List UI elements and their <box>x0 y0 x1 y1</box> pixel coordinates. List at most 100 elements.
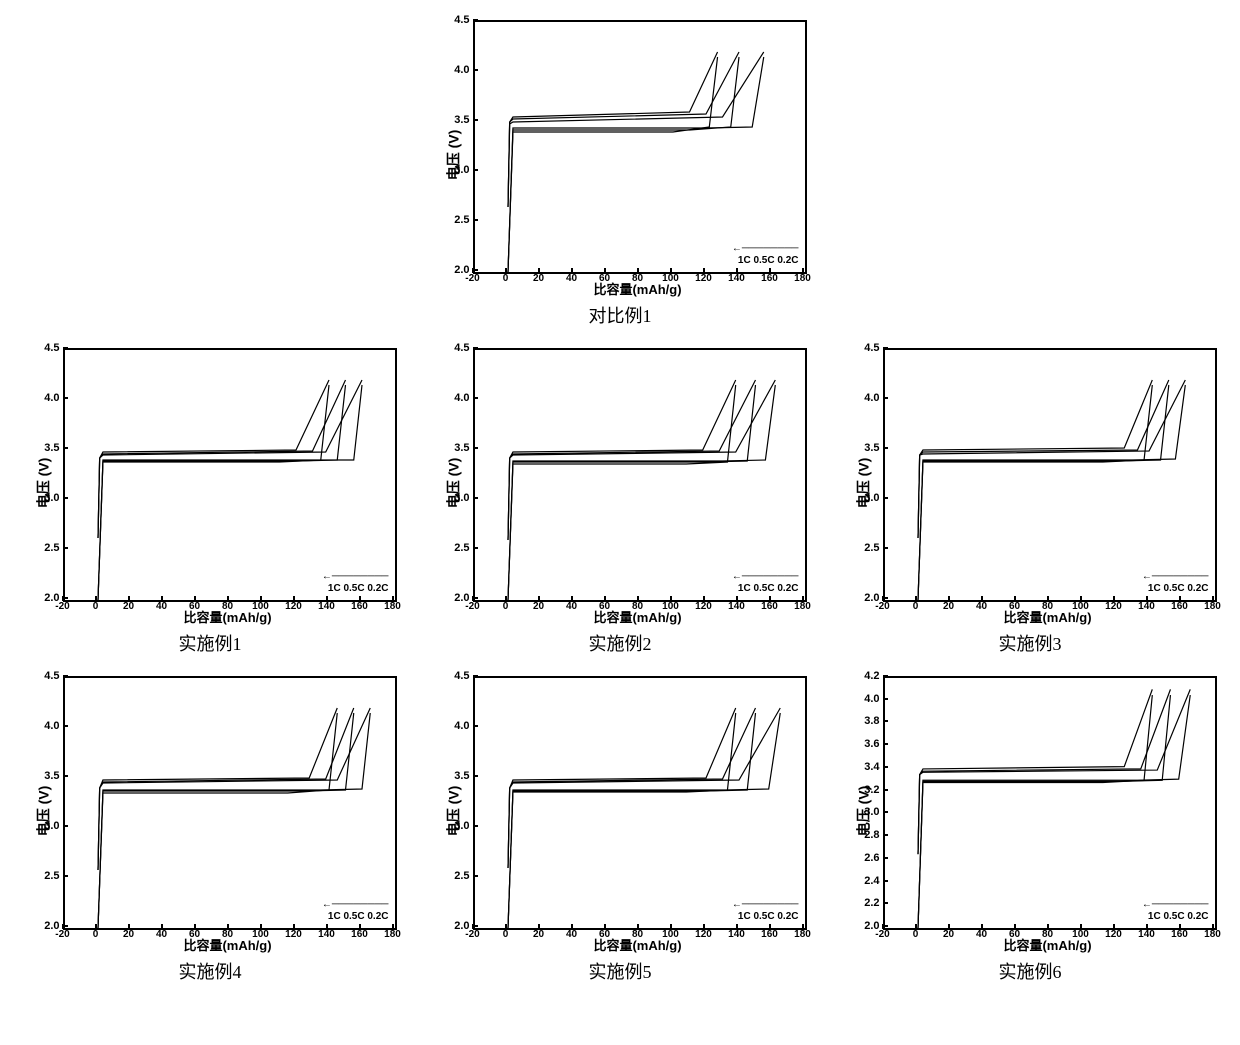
charge-curve-1C <box>508 708 736 868</box>
x-tick-label: 0 <box>81 601 111 612</box>
x-tick-label: 160 <box>345 929 375 940</box>
rate-legend: 1C 0.5C 0.2C <box>328 911 389 922</box>
y-tick-label: 4.0 <box>38 392 60 404</box>
charge-curve-0.2C <box>918 689 1190 854</box>
x-tick-label: 120 <box>1099 929 1129 940</box>
x-tick-label: -20 <box>868 601 898 612</box>
charge-curve-1C <box>918 380 1152 538</box>
rate-legend: 1C 0.5C 0.2C <box>738 255 799 266</box>
x-tick-label: 0 <box>491 601 521 612</box>
curves <box>65 678 395 928</box>
x-tick-label: 40 <box>967 929 997 940</box>
x-tick-label: 180 <box>788 601 818 612</box>
x-tick-label: 60 <box>1000 929 1030 940</box>
plot-area: 1C 0.5C 0.2C←──────── <box>883 348 1217 602</box>
discharge-curve-0.5C <box>918 695 1170 928</box>
x-tick-label: 120 <box>689 929 719 940</box>
x-tick-label: 100 <box>656 929 686 940</box>
discharge-curve-1C <box>98 385 329 600</box>
x-tick-label: 40 <box>967 601 997 612</box>
y-tick-label: 2.5 <box>448 870 470 882</box>
x-tick-label: 120 <box>279 929 309 940</box>
y-tick-label: 3.5 <box>448 114 470 126</box>
panel-ex1: 电压 (V)比容量(mAh/g)1C 0.5C 0.2C←────────2.0… <box>10 338 410 656</box>
y-tick-label: 3.5 <box>38 442 60 454</box>
discharge-curve-0.5C <box>508 57 739 272</box>
x-tick-label: 180 <box>378 601 408 612</box>
x-tick-label: 160 <box>1165 929 1195 940</box>
y-tick-label: 3.0 <box>858 806 880 818</box>
x-tick-label: -20 <box>458 273 488 284</box>
x-tick-label: 180 <box>1198 601 1228 612</box>
curves <box>475 678 805 928</box>
x-tick-label: 180 <box>1198 929 1228 940</box>
panel-caption: 对比例1 <box>589 302 652 328</box>
y-tick-label: 2.5 <box>448 214 470 226</box>
curves <box>475 350 805 600</box>
x-tick-label: 100 <box>656 601 686 612</box>
panel-caption: 实施例6 <box>999 958 1062 984</box>
x-tick-label: -20 <box>48 601 78 612</box>
x-tick-label: -20 <box>868 929 898 940</box>
panel-ex3: 电压 (V)比容量(mAh/g)1C 0.5C 0.2C←────────2.0… <box>830 338 1230 656</box>
x-tick-label: 140 <box>722 273 752 284</box>
discharge-curve-0.2C <box>98 713 370 928</box>
y-tick-label: 3.0 <box>38 492 60 504</box>
panel-ex4: 电压 (V)比容量(mAh/g)1C 0.5C 0.2C←────────2.0… <box>10 666 410 984</box>
chart-grid: 电压 (V)比容量(mAh/g)1C 0.5C 0.2C←────────2.0… <box>10 10 1230 984</box>
x-tick-label: 160 <box>755 601 785 612</box>
y-tick-label: 2.2 <box>858 897 880 909</box>
x-tick-label: 160 <box>345 601 375 612</box>
y-tick-label: 4.5 <box>448 342 470 354</box>
discharge-curve-0.2C <box>508 385 775 600</box>
discharge-curve-1C <box>508 713 736 928</box>
discharge-curve-0.5C <box>98 713 354 928</box>
x-tick-label: 80 <box>213 601 243 612</box>
y-tick-label: 2.5 <box>38 542 60 554</box>
y-tick-label: 4.0 <box>38 720 60 732</box>
panel-caption: 实施例4 <box>179 958 242 984</box>
y-tick-label: 3.2 <box>858 784 880 796</box>
discharge-curve-1C <box>98 713 337 928</box>
x-tick-label: -20 <box>48 929 78 940</box>
curves <box>885 350 1215 600</box>
y-tick-label: 4.2 <box>858 670 880 682</box>
x-tick-label: 100 <box>1066 929 1096 940</box>
y-tick-label: 3.0 <box>858 492 880 504</box>
y-tick-label: 4.5 <box>448 14 470 26</box>
discharge-curve-1C <box>508 57 718 272</box>
curves <box>885 678 1215 928</box>
discharge-curve-0.5C <box>918 385 1169 600</box>
charge-curve-0.5C <box>98 380 346 538</box>
x-tick-label: 80 <box>623 929 653 940</box>
discharge-curve-0.2C <box>918 385 1185 600</box>
x-tick-label: 140 <box>1132 929 1162 940</box>
discharge-curve-1C <box>918 695 1152 928</box>
x-tick-label: 140 <box>1132 601 1162 612</box>
x-tick-label: 20 <box>934 929 964 940</box>
charge-curve-0.2C <box>98 380 362 538</box>
charge-curve-1C <box>98 380 329 538</box>
charge-curve-0.5C <box>98 708 354 870</box>
curves <box>65 350 395 600</box>
arrow-icon: ←──────── <box>732 243 799 254</box>
panel-caption: 实施例1 <box>179 630 242 656</box>
x-tick-label: 180 <box>788 273 818 284</box>
x-tick-label: 60 <box>590 601 620 612</box>
panel-ex6: 电压 (V)比容量(mAh/g)1C 0.5C 0.2C←────────2.0… <box>830 666 1230 984</box>
x-tick-label: -20 <box>458 929 488 940</box>
charge-curve-0.2C <box>508 380 775 540</box>
plot-area: 1C 0.5C 0.2C←──────── <box>63 348 397 602</box>
y-tick-label: 3.5 <box>448 442 470 454</box>
x-tick-label: 60 <box>180 601 210 612</box>
x-tick-label: 0 <box>81 929 111 940</box>
x-tick-label: 100 <box>246 929 276 940</box>
x-tick-label: 180 <box>378 929 408 940</box>
x-tick-label: 60 <box>590 273 620 284</box>
x-tick-label: 160 <box>755 929 785 940</box>
x-tick-label: 60 <box>590 929 620 940</box>
x-tick-label: 20 <box>114 929 144 940</box>
x-tick-label: 0 <box>491 929 521 940</box>
x-tick-label: 20 <box>934 601 964 612</box>
x-tick-label: 120 <box>279 601 309 612</box>
